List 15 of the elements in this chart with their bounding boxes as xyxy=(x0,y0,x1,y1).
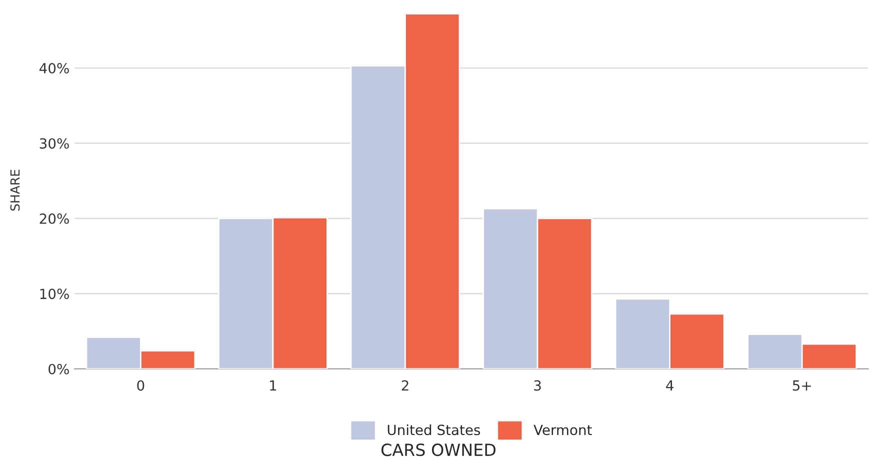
x-axis-title: CARS OWNED xyxy=(381,444,496,456)
y-tick-label: 10% xyxy=(40,288,69,300)
x-tick-label: 4 xyxy=(666,380,674,391)
y-tick-label: 20% xyxy=(40,213,69,224)
x-tick-label: 1 xyxy=(270,380,276,391)
x-tick-label: 3 xyxy=(534,380,541,391)
y-tick-label: 0% xyxy=(48,364,69,374)
y-axis-title: SHARE xyxy=(10,170,20,211)
x-tick-label: 5+ xyxy=(792,380,811,391)
x-tick-label: 2 xyxy=(402,380,408,391)
x-tick-label: 0 xyxy=(137,380,144,391)
y-tick-label: 40% xyxy=(39,62,69,74)
y-tick-label: 30% xyxy=(40,138,69,149)
legend-label: Vermont xyxy=(534,424,592,436)
legend-label: United States xyxy=(388,424,480,436)
